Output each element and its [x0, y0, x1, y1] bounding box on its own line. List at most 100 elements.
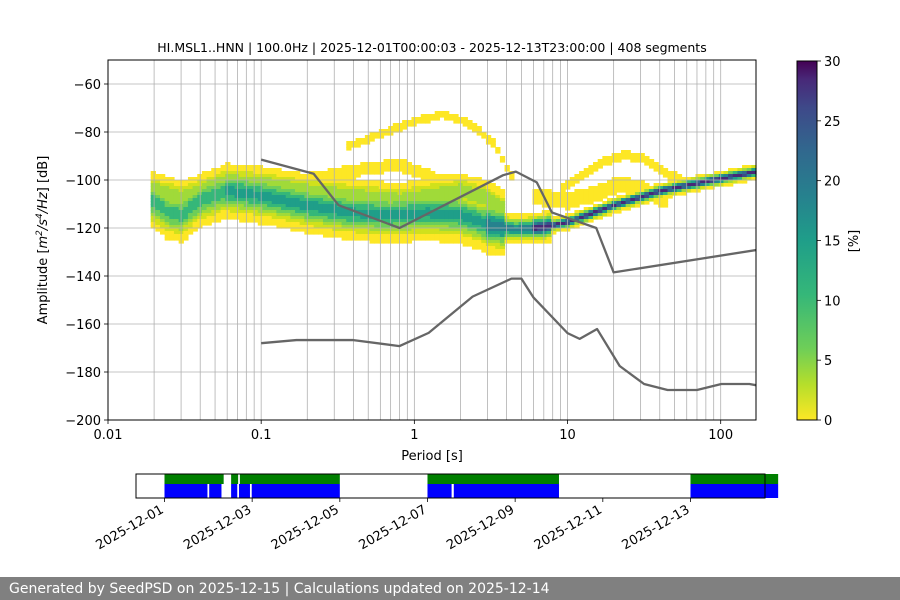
heatmap-cell [378, 186, 385, 190]
heatmap-cell [346, 165, 352, 169]
heatmap-cell [392, 183, 399, 187]
heatmap-cell [276, 219, 282, 223]
heatmap-cell [499, 228, 506, 232]
heatmap-cell [704, 177, 711, 181]
heatmap-cell [490, 249, 496, 253]
heatmap-cell [183, 231, 189, 235]
heatmap-cell [644, 156, 650, 160]
heatmap-cell [169, 192, 175, 196]
heatmap-cell [462, 186, 468, 190]
heatmap-cell [471, 234, 478, 238]
heatmap-cell [420, 183, 427, 187]
heatmap-cell [267, 207, 273, 211]
heatmap-cell [625, 207, 631, 211]
heatmap-cell [164, 204, 170, 208]
heatmap-cell [471, 216, 478, 220]
heatmap-cell [150, 195, 156, 199]
heatmap-cell [276, 204, 282, 208]
heatmap-cell [430, 186, 436, 190]
heatmap-cell [499, 240, 506, 244]
heatmap-cell [215, 186, 222, 190]
heatmap-cell [420, 219, 427, 223]
heatmap-cell [313, 192, 319, 196]
heatmap-cell [639, 198, 645, 202]
heatmap-cell [267, 192, 273, 196]
heatmap-cell [499, 156, 506, 160]
heatmap-cell [620, 183, 627, 187]
heatmap-cell [481, 186, 487, 190]
heatmap-cell [201, 207, 208, 211]
noise-model-curves [260, 158, 756, 392]
heatmap-cell [611, 201, 617, 205]
heatmap-cell [201, 180, 208, 184]
x-axis-ticks: 0.01 0.1 1 10 100 [94, 420, 733, 443]
heatmap-cell [155, 207, 161, 211]
heatmap-cell [271, 171, 278, 175]
heatmap-cell [513, 237, 520, 241]
heatmap-cell [416, 213, 422, 217]
heatmap-cell [150, 171, 156, 175]
heatmap-cell [369, 162, 375, 166]
heatmap-cell [336, 198, 343, 202]
heatmap-cell [490, 246, 496, 250]
heatmap-cell [597, 204, 603, 208]
heatmap-cell [309, 174, 315, 178]
heatmap-cell [634, 192, 641, 196]
heatmap-cell [467, 201, 473, 205]
heatmap-cell [476, 240, 482, 244]
heatmap-cell [322, 216, 329, 220]
heatmap-cell [318, 201, 324, 205]
heatmap-cell [406, 237, 413, 241]
heatmap-cell [611, 189, 617, 193]
heatmap-cell [453, 177, 459, 181]
heatmap-cell [295, 180, 301, 184]
heatmap-cell [476, 201, 482, 205]
heatmap-cell [309, 177, 315, 181]
heatmap-cell [313, 213, 319, 217]
heatmap-cell [537, 225, 543, 229]
heatmap-cell [281, 216, 287, 220]
heatmap-cell [309, 183, 315, 187]
heatmap-cell [467, 180, 473, 184]
heatmap-cell [471, 192, 478, 196]
heatmap-cell [155, 186, 161, 190]
heatmap-cell [336, 225, 343, 229]
heatmap-cell [634, 198, 641, 202]
heatmap-cell [206, 177, 212, 181]
heatmap-cell [634, 153, 641, 157]
heatmap-cell [593, 186, 599, 190]
heatmap-cell [476, 231, 482, 235]
heatmap-cell [471, 207, 478, 211]
heatmap-cell [416, 195, 422, 199]
heatmap-cell [523, 237, 529, 241]
heatmap-cell [485, 225, 492, 229]
heatmap-cell [588, 168, 594, 172]
heatmap-cell [448, 174, 454, 178]
heatmap-cell [248, 201, 254, 205]
heatmap-cell [625, 180, 631, 184]
heatmap-cell [700, 183, 706, 187]
heatmap-cell [620, 186, 627, 190]
heatmap-cell [187, 219, 194, 223]
heatmap-cell [206, 192, 212, 196]
heatmap-cell [341, 231, 347, 235]
heatmap-cell [187, 228, 194, 232]
heatmap-cell [169, 207, 175, 211]
heatmap-cell [471, 201, 478, 205]
heatmap-cell [481, 189, 487, 193]
heatmap-cell [392, 165, 399, 169]
heatmap-cell [579, 192, 585, 196]
heatmap-cell [360, 141, 366, 145]
heatmap-cell [173, 225, 180, 229]
heatmap-cell [430, 231, 436, 235]
heatmap-cell [206, 213, 212, 217]
heatmap-cell [634, 180, 641, 184]
heatmap-cell [481, 228, 487, 232]
heatmap-cell [341, 201, 347, 205]
heatmap-cell [523, 234, 529, 238]
heatmap-cell [471, 225, 478, 229]
heatmap-cell [444, 111, 450, 115]
availability-blue-segment [209, 484, 222, 498]
heatmap-cell [341, 225, 347, 229]
heatmap-cell [276, 222, 282, 226]
